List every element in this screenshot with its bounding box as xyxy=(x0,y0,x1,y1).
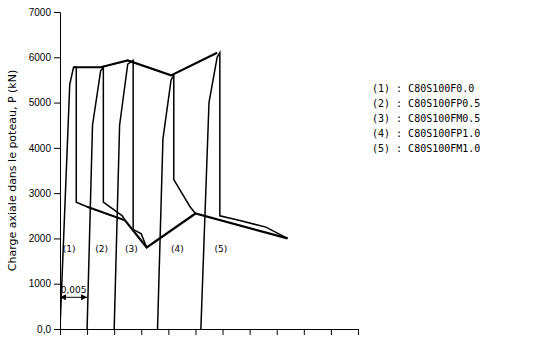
x-tick-mark xyxy=(168,329,169,335)
y-tick: 4000 xyxy=(29,143,60,154)
y-tick-mark xyxy=(54,284,60,285)
x-tick-mark xyxy=(141,329,142,335)
series-line xyxy=(114,60,147,329)
x-tick-mark xyxy=(87,329,88,335)
y-tick-label: 5000 xyxy=(29,97,52,108)
envelope-bottom-line xyxy=(87,207,287,248)
y-tick: 7000 xyxy=(29,7,60,18)
y-tick-mark xyxy=(54,193,60,194)
x-axis xyxy=(61,329,359,335)
x-tick-mark xyxy=(358,329,359,335)
y-axis: 0,0 1000 2000 3000 4000 5000 6000 7000 xyxy=(29,7,61,335)
series-label: (3) xyxy=(125,244,138,254)
series-line xyxy=(158,75,196,329)
series-line xyxy=(60,67,87,329)
scale-bar xyxy=(60,297,87,298)
envelope-top-line xyxy=(74,53,218,76)
legend-entry: (3) : C80S100FM0.5 xyxy=(372,113,480,124)
y-axis-title: Charge axiale dans le poteau, P (kN) xyxy=(6,70,19,271)
x-tick xyxy=(114,329,115,335)
x-axis-line xyxy=(61,330,359,336)
legend-entry: (5) : C80S100FM1.0 xyxy=(372,143,480,154)
series-line xyxy=(201,53,288,329)
x-tick xyxy=(331,329,332,335)
x-tick xyxy=(250,329,251,335)
x-tick xyxy=(195,329,196,335)
y-tick-mark xyxy=(54,12,60,13)
x-tick-mark xyxy=(195,329,196,335)
y-tick-mark xyxy=(54,57,60,58)
x-tick-mark xyxy=(250,329,251,335)
y-tick-label: 6000 xyxy=(29,52,52,63)
legend-entry: (1) : C80S100F0.0 xyxy=(372,83,474,94)
legend: (1) : C80S100F0.0 (2) : C80S100FP0.5 (3) :… xyxy=(372,83,480,154)
y-tick-label: 3000 xyxy=(29,188,52,199)
x-tick xyxy=(87,329,88,335)
y-tick-mark xyxy=(54,148,60,149)
legend-entry: (4) : C80S100FP1.0 xyxy=(372,128,480,139)
y-tick: 0,0 xyxy=(37,324,60,335)
y-tick-label: 2000 xyxy=(29,233,52,244)
series-label: (1) xyxy=(63,244,76,254)
x-tick-mark xyxy=(331,329,332,335)
x-tick-mark xyxy=(304,329,305,335)
x-tick xyxy=(277,329,278,335)
series-label: (5) xyxy=(214,244,227,254)
series-label: (2) xyxy=(95,244,108,254)
x-tick-mark xyxy=(114,329,115,335)
y-tick-label: 0,0 xyxy=(37,324,51,335)
y-tick: 3000 xyxy=(29,188,60,199)
series-label: (4) xyxy=(171,244,184,254)
y-tick: 1000 xyxy=(29,278,60,289)
y-tick-label: 1000 xyxy=(29,278,52,289)
chart: 0,0 1000 2000 3000 4000 5000 6000 7000 Charge ax… xyxy=(0,0,550,343)
x-tick xyxy=(141,329,142,335)
y-tick-label: 7000 xyxy=(29,7,52,18)
x-tick-mark xyxy=(223,329,224,335)
legend-entry: (2) : C80S100FP0.5 xyxy=(372,98,480,109)
series-line xyxy=(87,67,125,329)
y-axis-line xyxy=(54,13,61,330)
scale-bar-label: 0,005 xyxy=(61,285,87,295)
x-tick xyxy=(223,329,224,335)
y-tick-mark xyxy=(54,103,60,104)
y-tick: 6000 xyxy=(29,52,60,63)
y-tick-label: 4000 xyxy=(29,143,52,154)
y-tick-mark xyxy=(54,238,60,239)
x-tick xyxy=(168,329,169,335)
y-tick: 2000 xyxy=(29,233,60,244)
plot-area xyxy=(60,53,288,329)
y-tick: 5000 xyxy=(29,97,60,108)
x-tick-mark xyxy=(277,329,278,335)
x-tick xyxy=(358,329,359,335)
chart-container: 0,0 1000 2000 3000 4000 5000 6000 7000 Charge ax… xyxy=(0,0,550,343)
y-tick-mark xyxy=(54,329,60,330)
x-tick xyxy=(304,329,305,335)
